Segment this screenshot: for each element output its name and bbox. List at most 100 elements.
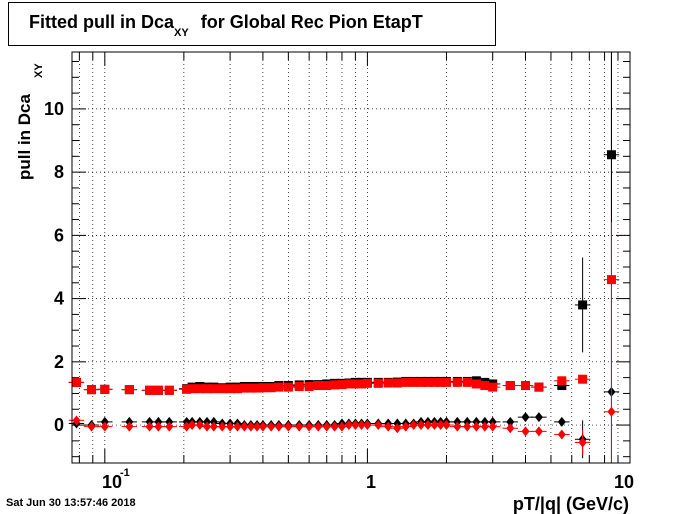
diamond-marker [534, 412, 543, 423]
y-tick-label: 0 [54, 415, 64, 435]
diamond-marker [154, 421, 163, 432]
square-marker [87, 385, 97, 395]
chart-title-box: Fitted pull in DcaXY for Global Rec Pion … [8, 2, 496, 46]
square-marker [304, 381, 314, 391]
y-tick-label: 10 [44, 99, 64, 119]
square-marker [182, 384, 192, 394]
square-marker [258, 383, 268, 393]
diamond-marker [284, 421, 293, 432]
diamond-marker [374, 420, 383, 431]
square-marker [373, 378, 383, 388]
diamond-marker [305, 421, 314, 432]
diamond-marker [72, 415, 81, 426]
diamond-marker [521, 426, 530, 437]
diamond-marker [258, 421, 267, 432]
square-marker [401, 377, 411, 387]
title-rest: for Global Rec Pion EtapT [200, 12, 423, 32]
diamond-marker [218, 421, 227, 432]
x-axis-label: pT/|q| (GeV/c) [513, 494, 629, 514]
diamond-marker [472, 421, 481, 432]
diamond-marker [274, 421, 283, 432]
square-marker [383, 378, 393, 388]
diamond-marker [363, 420, 372, 431]
square-marker [452, 377, 462, 387]
square-marker [322, 381, 332, 391]
y-tick-label: 6 [54, 225, 64, 245]
square-marker [534, 382, 544, 392]
square-marker [337, 380, 347, 390]
title-main: Fitted pull in Dca [29, 12, 175, 32]
square-marker [100, 384, 110, 394]
diamond-marker [87, 421, 96, 432]
square-marker [274, 382, 284, 392]
diamond-marker [453, 421, 462, 432]
square-marker [357, 379, 367, 389]
y-tick-label: 4 [54, 289, 64, 309]
y-axis-label: pull in Dca XY [15, 63, 45, 180]
square-marker [362, 378, 372, 388]
diamond-marker [442, 420, 451, 431]
diamond-marker [401, 421, 410, 432]
diamond-marker [578, 437, 587, 448]
square-marker [505, 381, 515, 391]
chart-title: Fitted pull in DcaXY for Global Rec Pion … [29, 12, 423, 39]
square-marker [145, 385, 155, 395]
square-marker [557, 376, 567, 386]
diamond-marker [480, 421, 489, 432]
square-marker [283, 382, 293, 392]
y-tick-labels: 0 2 4 6 8 10 [44, 99, 64, 435]
grid-lines [72, 52, 630, 463]
diamond-marker [534, 426, 543, 437]
diamond-marker [488, 421, 497, 432]
square-marker [578, 300, 588, 310]
square-marker [209, 384, 219, 394]
diamond-marker [463, 421, 472, 432]
square-marker [480, 381, 490, 391]
data-markers [68, 52, 620, 463]
diamond-marker [557, 416, 566, 427]
y-tick-label: 2 [54, 352, 64, 372]
y-axis-ticks [72, 60, 630, 458]
square-marker [313, 381, 323, 391]
x-tick-label-0.1-exp: -1 [120, 467, 130, 479]
diamond-marker [125, 421, 134, 432]
square-marker [441, 377, 451, 387]
y-axis-label-main: pull in Dca [15, 94, 34, 181]
title-subscript: XY [174, 27, 189, 39]
diamond-marker [209, 421, 218, 432]
diamond-marker [393, 423, 402, 434]
square-marker [471, 379, 481, 389]
x-tick-label-10: 10 [614, 472, 634, 492]
square-marker [217, 384, 227, 394]
square-marker [266, 383, 276, 393]
square-marker [153, 385, 163, 395]
diamond-marker [100, 421, 109, 432]
diamond-marker [145, 421, 154, 432]
diamond-marker [314, 421, 323, 432]
diamond-marker [506, 416, 515, 427]
diamond-marker [322, 421, 331, 432]
square-marker [124, 385, 134, 395]
diamond-marker [195, 420, 204, 431]
square-marker [232, 384, 242, 394]
square-marker [557, 381, 567, 391]
diamond-marker [521, 412, 530, 423]
x-tick-label-0.1: 10 -1 [102, 467, 130, 492]
square-marker [578, 374, 588, 384]
square-marker [392, 378, 402, 388]
square-marker [164, 385, 174, 395]
diamond-marker [165, 421, 174, 432]
diamond-marker [182, 421, 191, 432]
x-tick-label-0.1-base: 10 [102, 472, 122, 492]
plot-frame [71, 51, 631, 464]
x-tick-label-1: 1 [366, 472, 376, 492]
square-marker [521, 381, 531, 391]
y-tick-label: 8 [54, 162, 64, 182]
x-axis-ticks [78, 52, 631, 463]
y-axis-label-sub: XY [33, 63, 45, 78]
diamond-marker [607, 406, 616, 417]
square-marker [294, 381, 304, 391]
square-marker [462, 377, 472, 387]
timestamp: Sat Jun 30 13:57:46 2018 [6, 497, 136, 509]
